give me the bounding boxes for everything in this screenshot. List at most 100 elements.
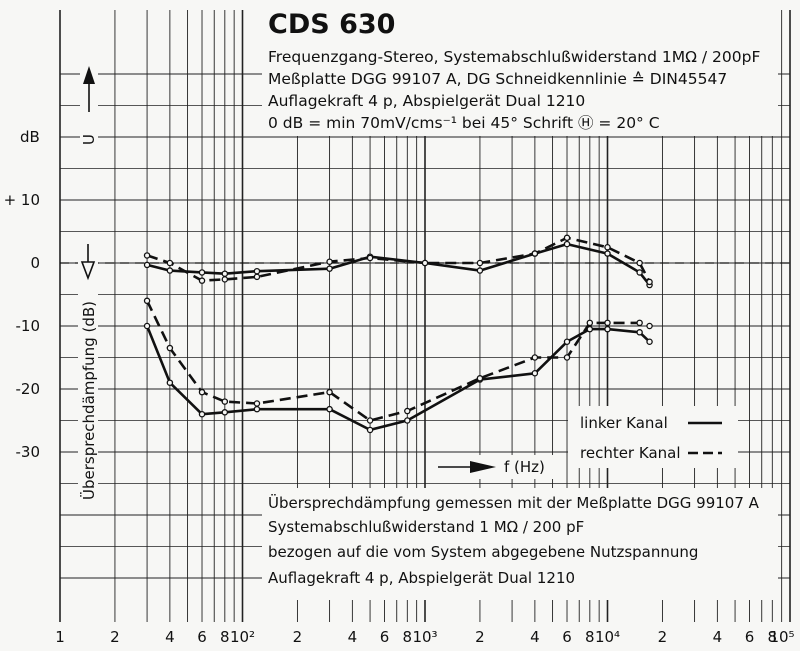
data-point — [646, 338, 653, 345]
data-point — [326, 265, 333, 272]
data-point — [646, 278, 653, 286]
crosstalk-axis-indicator: Übersprechdämpfung (dB) — [78, 240, 98, 502]
data-point — [221, 276, 229, 283]
x-tick-label: 6 — [197, 628, 207, 646]
header-line-2: Meßplatte DGG 99107 A, DG Schneidkennlin… — [268, 70, 727, 88]
x-tick-label: 4 — [530, 628, 540, 646]
footer-backdrop — [262, 488, 778, 600]
x-tick-label: 8 — [220, 628, 230, 646]
legend-label-left: linker Kanal — [580, 414, 668, 432]
u-label: U — [80, 134, 98, 145]
header-line-3: Auflagekraft 4 p, Abspielgerät Dual 1210 — [268, 92, 585, 110]
data-point — [563, 354, 571, 361]
data-series — [143, 234, 653, 434]
data-point — [253, 267, 261, 275]
data-point — [404, 407, 411, 415]
data-point — [221, 409, 229, 416]
data-point — [366, 254, 374, 262]
data-point — [636, 329, 643, 336]
footer-line-2: Systemabschlußwiderstand 1 MΩ / 200 pF — [268, 518, 584, 536]
data-point — [166, 259, 174, 267]
data-point — [366, 426, 374, 434]
x-tick-label: 6 — [562, 628, 572, 646]
data-point — [563, 240, 571, 248]
footer-line-4: Auflagekraft 4 p, Abspielgerät Dual 1210 — [268, 569, 575, 587]
right-channel-response-line — [146, 236, 651, 283]
data-point — [563, 338, 571, 345]
data-point — [636, 319, 643, 327]
legend: linker Kanal rechter Kanal — [580, 414, 722, 462]
x-tick-label: 6 — [745, 628, 755, 646]
x-tick-label: 10⁴ — [595, 628, 620, 646]
crosstalk-axis-label: Übersprechdämpfung (dB) — [79, 301, 98, 500]
legend-label-right: rechter Kanal — [580, 444, 681, 462]
x-tick-label: 4 — [713, 628, 723, 646]
u-backdrop — [80, 65, 98, 165]
arrow-up-icon — [83, 66, 95, 84]
y-tick-label: + 10 — [4, 191, 40, 209]
data-point — [221, 270, 229, 277]
data-point — [636, 259, 643, 267]
data-point — [166, 267, 174, 274]
x-tick-label: 10² — [230, 628, 255, 646]
header-backdrop — [262, 8, 778, 136]
x-axis-label-group: f (Hz) — [432, 455, 560, 479]
u-axis-indicator: U — [80, 65, 98, 165]
x-tick-label: 8 — [585, 628, 595, 646]
x-tick-label: 4 — [165, 628, 175, 646]
data-point — [326, 258, 333, 265]
arrow-down-icon — [80, 261, 96, 281]
x-axis-label: f (Hz) — [504, 458, 545, 476]
crosstalk-backdrop — [78, 240, 98, 502]
data-point — [198, 388, 206, 396]
data-point — [636, 269, 643, 276]
data-point — [531, 369, 539, 377]
data-point — [586, 319, 594, 327]
data-point — [166, 379, 174, 386]
y-tick-label: -20 — [16, 380, 41, 398]
data-point — [326, 405, 333, 413]
y-unit-label: dB — [20, 128, 40, 146]
data-point — [198, 410, 206, 418]
data-point — [166, 344, 174, 352]
data-point — [198, 277, 206, 284]
data-point — [476, 267, 484, 274]
x-tick-label: 8 — [768, 628, 778, 646]
data-point — [476, 375, 484, 382]
arrow-right-icon — [470, 461, 496, 473]
y-tick-labels: + 10 0 -10 -20 -30 — [4, 191, 40, 461]
data-point — [253, 400, 261, 407]
x-tick-label: 2 — [293, 628, 303, 646]
data-point — [604, 243, 611, 251]
data-point — [253, 273, 261, 281]
data-point — [143, 252, 151, 259]
data-point — [646, 322, 653, 330]
legend-backdrop — [568, 406, 738, 468]
x-tick-label: 2 — [475, 628, 485, 646]
x-tick-label: 2 — [110, 628, 120, 646]
header-line-4: 0 dB = min 70mV/cms⁻¹ bei 45° Schrift Ⓗ … — [268, 114, 660, 132]
x-tick-label: 8 — [403, 628, 413, 646]
data-point — [604, 250, 611, 257]
data-point — [326, 388, 333, 396]
x-tick-label: 4 — [348, 628, 358, 646]
data-point — [404, 417, 411, 424]
x-tick-label: 2 — [658, 628, 668, 646]
x-tick-label: 10⁵ — [769, 628, 794, 646]
header-line-1: Frequenzgang-Stereo, Systemabschlußwider… — [268, 48, 760, 66]
y-tick-label: -30 — [16, 443, 41, 461]
data-point — [604, 319, 611, 327]
x-tick-label: 10³ — [412, 628, 437, 646]
data-point — [198, 269, 206, 276]
data-point — [143, 322, 151, 330]
data-point — [143, 297, 151, 305]
footer-line-3: bezogen auf die vom System abgegebene Nu… — [268, 543, 698, 561]
data-point — [563, 234, 571, 242]
x-tick-label: 1 — [55, 628, 65, 646]
data-point — [143, 261, 151, 269]
chart-title: CDS 630 — [268, 9, 395, 40]
data-point — [221, 398, 229, 405]
